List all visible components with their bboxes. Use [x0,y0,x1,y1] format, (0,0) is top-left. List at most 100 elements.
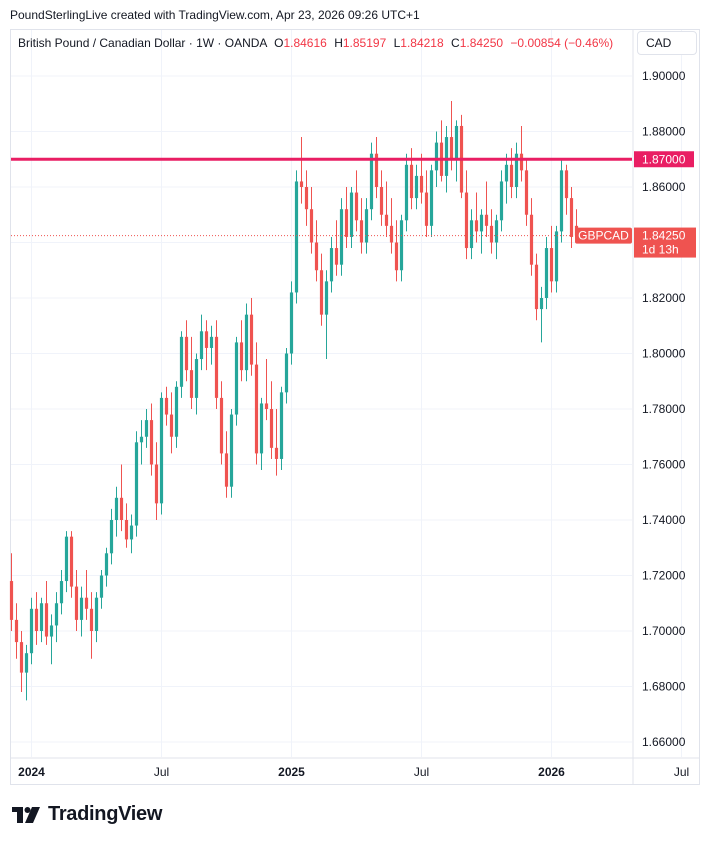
candle [274,409,279,476]
candle [409,148,414,210]
candle-body [289,292,294,354]
price-tick-label: 1.86000 [642,180,686,194]
candle [529,198,534,276]
candle [29,597,34,665]
price-tick-label: 1.76000 [642,458,686,472]
candle-body [389,225,394,243]
candle [314,220,319,282]
open-label: O [274,36,284,50]
candle-body [154,464,159,504]
candle-body [409,164,414,199]
candle-body [314,242,319,271]
candle-body [464,192,469,249]
candle-body [114,497,119,520]
candle [24,644,29,701]
candle-body [274,447,279,459]
candle [224,431,229,498]
candle-body [79,597,84,620]
currency-selector[interactable]: CAD [637,31,697,55]
candle-body [539,298,544,310]
price-tick-label: 1.80000 [642,347,686,361]
candle-body [99,575,104,598]
candle [344,187,349,249]
candle [214,320,219,409]
symbol-badge [575,227,632,244]
candle-body [269,409,274,448]
candle [369,142,374,221]
candle-body [304,187,309,210]
candle [279,386,284,471]
candle-body [549,248,554,282]
time-tick-label: Jul [674,765,689,779]
candle-body [404,164,409,221]
candle-body [234,342,239,415]
candle-body [29,608,34,654]
time-tick-label: Jul [414,765,429,779]
candle-body [444,137,449,176]
candle [239,320,244,382]
countdown-text: 1d 13h [642,243,679,257]
candle-body [189,370,194,398]
candle-body [374,153,379,187]
candle-body [64,536,69,582]
tradingview-logo[interactable]: TradingView [12,803,162,826]
candle-body [174,386,179,437]
candle-body [504,164,509,182]
candle-body [394,242,399,271]
candle-body [239,342,244,371]
symbol-title: British Pound / Canadian Dollar · 1W · O… [18,36,267,50]
candle [264,359,269,421]
candle [389,198,394,254]
candle [299,137,304,204]
candle [384,181,389,237]
candle [34,592,39,645]
candle [269,381,274,459]
tradingview-wordmark: TradingView [48,803,163,825]
candle-body [479,214,484,232]
candle-body [514,153,519,187]
candle-body [109,520,114,554]
candle-body [44,603,49,637]
candle-body [554,231,559,282]
candle [479,209,484,254]
candle-body [119,497,124,520]
candle [79,586,84,637]
candle [559,159,564,243]
candle-body [529,214,534,265]
candle-body [494,220,499,243]
candle-body [434,142,439,171]
candle-body [414,175,419,199]
candle [374,137,379,199]
candle [54,592,59,643]
candle-body [484,214,489,226]
candle-body [454,125,459,160]
candle-body [9,581,14,620]
candle-body [224,453,229,487]
candle-body [49,625,54,637]
candle [469,209,474,260]
candle [309,187,314,254]
candle [114,486,119,537]
candle [364,198,369,254]
level-price-text: 1.87000 [642,152,686,166]
candle [229,409,234,498]
candle [74,569,79,631]
time-axis: 2024 Jul 2025 Jul 2026 Jul [18,765,689,779]
candle [244,303,249,382]
candle [89,592,94,659]
candle-body [204,331,209,348]
candle [249,298,254,376]
candle [109,508,114,565]
candle-body [54,603,59,626]
candle-body [499,181,504,221]
candle [39,597,44,643]
level-price-badge [634,151,694,168]
candle [99,569,104,609]
candle [564,164,569,215]
symbol-badge-text: GBPCAD [578,229,629,243]
candle-body [569,198,574,237]
candle [489,209,494,254]
candle-body [564,170,569,199]
